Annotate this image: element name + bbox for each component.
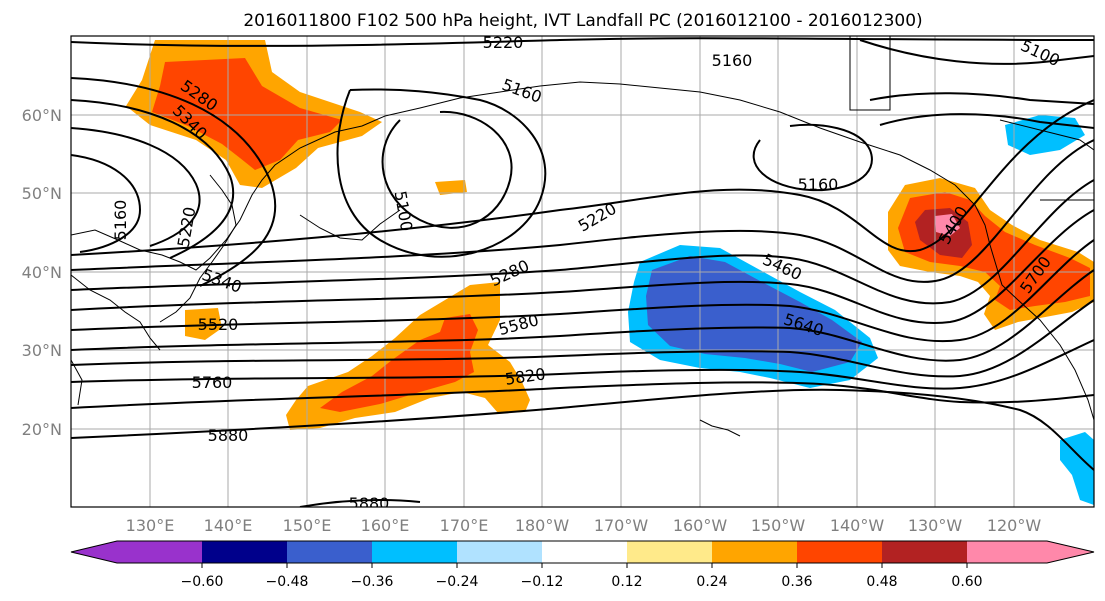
colorbar-tick-label: −0.60 [181, 574, 224, 590]
lon-label: 170°E [440, 516, 489, 535]
lon-label: 150°W [751, 516, 806, 535]
colorbar: −0.60 −0.48 −0.36 −0.24 −0.12 0.12 0.24 … [70, 540, 1095, 590]
lon-label: 180°W [515, 516, 570, 535]
colorbar-tick-label: 0.48 [866, 574, 897, 590]
colorbar-segment [627, 541, 712, 563]
colorbar-segment [117, 541, 202, 563]
lon-label: 160°W [673, 516, 728, 535]
contour-label: 5160 [712, 51, 753, 70]
contour-label: 5520 [198, 315, 239, 334]
colorbar-tick-label: −0.24 [436, 574, 479, 590]
colorbar-segment [882, 541, 967, 563]
colorbar-segment [712, 541, 797, 563]
lon-label: 130°W [908, 516, 963, 535]
colorbar-ticks [201, 563, 968, 568]
lat-label: 60°N [22, 106, 62, 125]
lat-label: 50°N [22, 184, 62, 203]
contour-label: 5880 [208, 426, 249, 445]
contour-label: 5220 [483, 33, 524, 52]
map-title: 2016011800 F102 500 hPa height, IVT Land… [243, 11, 922, 31]
contour-label: 5160 [111, 200, 130, 241]
colorbar-segment [372, 541, 457, 563]
lat-label: 20°N [22, 420, 62, 439]
colorbar-tick-label: −0.12 [521, 574, 564, 590]
colorbar-outline [70, 540, 1095, 564]
graticule [71, 36, 1094, 507]
longitude-labels: 130°E 140°E 150°E 160°E 170°E 180°W 170°… [126, 516, 1042, 535]
contour-label: 5880 [349, 494, 390, 513]
map-frame [70, 35, 1095, 508]
colorbar-extend-low [71, 541, 117, 563]
contour-label: 5160 [798, 175, 839, 194]
colorbar-segment [202, 541, 287, 563]
lon-label: 140°E [204, 516, 253, 535]
contour-label: 5760 [192, 373, 233, 392]
colorbar-tick-label: 0.24 [696, 574, 727, 590]
lon-label: 130°E [126, 516, 175, 535]
lon-label: 160°E [361, 516, 410, 535]
lon-label: 140°W [830, 516, 885, 535]
colorbar-segment [542, 541, 627, 563]
colorbar-segment [287, 541, 372, 563]
colorbar-tick-label: −0.48 [266, 574, 309, 590]
colorbar-tick-label: 0.60 [951, 574, 982, 590]
lon-label: 170°W [594, 516, 649, 535]
colorbar-extend-high [1047, 541, 1094, 563]
colorbar-segment [797, 541, 882, 563]
lon-label: 150°E [283, 516, 332, 535]
colorbar-tick-label: −0.36 [351, 574, 394, 590]
colorbar-tick-label: 0.36 [781, 574, 812, 590]
colorbar-segment [457, 541, 542, 563]
lat-label: 30°N [22, 341, 62, 360]
latitude-labels: 60°N 50°N 40°N 30°N 20°N [22, 106, 62, 439]
colorbar-tick-label: 0.12 [611, 574, 642, 590]
lat-label: 40°N [22, 263, 62, 282]
colorbar-segment [967, 541, 1047, 563]
height-contours [71, 37, 1094, 507]
lon-label: 120°W [987, 516, 1042, 535]
